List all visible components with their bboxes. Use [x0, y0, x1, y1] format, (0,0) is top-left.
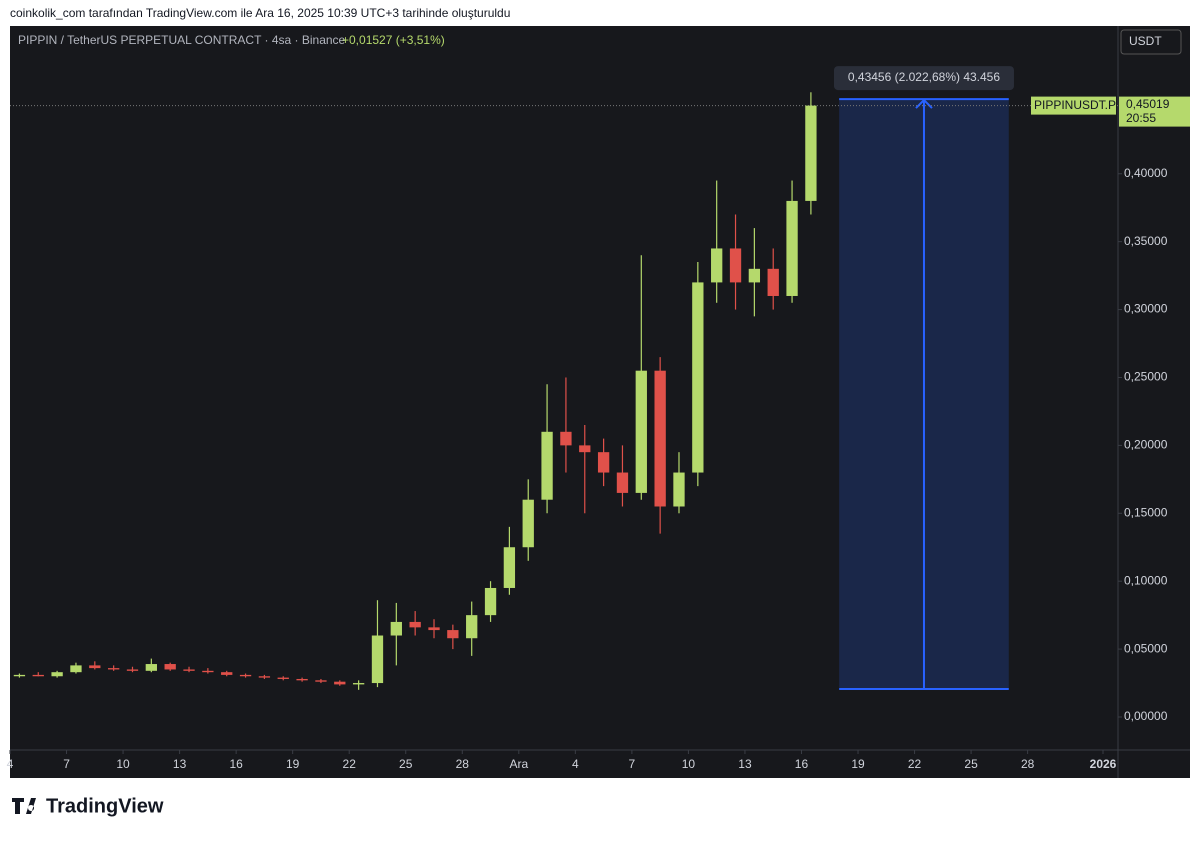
- change: +0,01527 (+3,51%): [342, 33, 445, 47]
- candle-body: [107, 668, 120, 670]
- x-tick-label: 7: [63, 757, 70, 771]
- candle-body: [484, 587, 497, 616]
- candle-body: [522, 499, 534, 548]
- candle-body: [560, 431, 572, 446]
- x-tick-label: 4: [7, 757, 14, 771]
- x-tick-label: 25: [964, 757, 978, 771]
- y-tick-label: 0,15000: [1124, 505, 1168, 519]
- candle-body: [673, 472, 685, 507]
- candle-body: [503, 547, 516, 588]
- candle-body: [597, 452, 610, 473]
- x-tick-label: 16: [229, 757, 243, 771]
- y-tick-label: 0,00000: [1124, 709, 1168, 723]
- candle-body: [70, 665, 82, 673]
- x-tick-label: 22: [908, 757, 922, 771]
- candle-body: [32, 674, 44, 677]
- candle-body: [428, 627, 440, 631]
- x-tick-label: 7: [629, 757, 636, 771]
- candle-body: [447, 630, 459, 639]
- candle-body: [729, 248, 742, 283]
- countdown: 20:55: [1126, 111, 1156, 125]
- x-tick-label: 4: [572, 757, 579, 771]
- x-tick-label: 10: [116, 757, 130, 771]
- x-tick-label: 19: [851, 757, 865, 771]
- candle-body: [334, 681, 346, 685]
- x-tick-label: 16: [795, 757, 809, 771]
- candle-body: [409, 621, 421, 628]
- measure-label-bg: [833, 66, 1014, 91]
- symbol-label: PIPPINUSDT.P: [1034, 98, 1116, 112]
- y-tick-label: 0,35000: [1124, 234, 1168, 248]
- candle-body: [51, 672, 63, 677]
- x-tick-label: 19: [286, 757, 300, 771]
- logo: TradingView: [12, 795, 164, 817]
- last-price-label: 0,45019: [1126, 97, 1170, 111]
- candle-body: [786, 200, 798, 296]
- last-price-tag: [1119, 96, 1190, 127]
- candle-body: [145, 664, 157, 671]
- candle-body: [616, 472, 629, 493]
- candle-body: [202, 670, 214, 673]
- header: coinkolik_com tarafından TradingView.com…: [10, 6, 510, 20]
- candle-body: [579, 445, 591, 453]
- candle-body: [767, 268, 779, 296]
- measure-label: 0,43456 (2.022,68%) 43.456: [848, 70, 1000, 84]
- candle-body: [296, 678, 308, 681]
- chart-bg: [10, 26, 1190, 778]
- candle-body: [711, 248, 723, 283]
- candle-body: [126, 669, 139, 671]
- candle-body: [371, 635, 384, 684]
- x-tick-label: 13: [738, 757, 752, 771]
- symbol-tag: [1031, 96, 1116, 115]
- measure-arrowhead: [915, 98, 933, 109]
- x-tick-label: 2026: [1090, 757, 1117, 771]
- candle-body: [352, 683, 365, 685]
- candle-body: [89, 665, 101, 669]
- candle-body: [541, 431, 553, 500]
- x-tick-label: 25: [399, 757, 413, 771]
- y-tick-label: 0,25000: [1124, 370, 1168, 384]
- x-tick-label: Ara: [509, 757, 528, 771]
- y-tick-label: 0,05000: [1124, 641, 1168, 655]
- x-tick-label: 10: [682, 757, 696, 771]
- chart-title: PIPPIN / TetherUS PERPETUAL CONTRACT · 4…: [18, 33, 346, 47]
- candle-body: [748, 268, 761, 283]
- candle-body: [635, 370, 647, 493]
- candle-body: [654, 370, 666, 507]
- candle-body: [390, 621, 402, 636]
- x-tick-label: 22: [343, 757, 357, 771]
- y-tick-label: 0,40000: [1124, 166, 1168, 180]
- x-tick-label: 13: [173, 757, 187, 771]
- footer: TradingView: [46, 795, 164, 817]
- candle-body: [258, 676, 271, 678]
- x-tick-label: 28: [456, 757, 470, 771]
- candle-body: [692, 282, 704, 473]
- candle-body: [466, 615, 478, 639]
- y-tick-label: 0,20000: [1124, 438, 1168, 452]
- candle-body: [164, 664, 176, 670]
- candle-body: [13, 674, 26, 677]
- currency-box[interactable]: [1120, 29, 1182, 55]
- candle-body: [239, 674, 252, 677]
- x-tick-label: 28: [1021, 757, 1035, 771]
- currency[interactable]: USDT: [1129, 34, 1162, 48]
- candle-body: [277, 677, 289, 679]
- y-tick-label: 0,30000: [1124, 302, 1168, 316]
- candle-body: [183, 669, 195, 671]
- candle-body: [805, 105, 817, 201]
- candle-body: [221, 672, 233, 675]
- candle-body: [315, 680, 327, 682]
- y-tick-label: 0,10000: [1124, 573, 1168, 587]
